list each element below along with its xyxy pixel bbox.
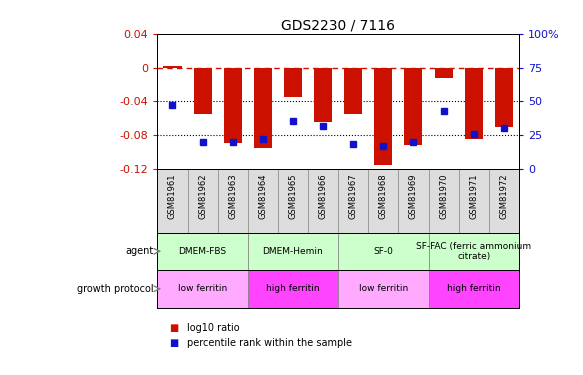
Bar [434, 68, 452, 78]
Text: agent: agent [125, 246, 154, 256]
Text: GSM81962: GSM81962 [198, 173, 207, 219]
Text: growth protocol: growth protocol [77, 284, 154, 294]
Text: GSM81965: GSM81965 [289, 173, 297, 219]
Bar [157, 232, 248, 270]
Text: high ferritin: high ferritin [266, 284, 319, 293]
Bar [194, 68, 212, 114]
Bar [284, 68, 302, 97]
Bar [163, 66, 181, 68]
Bar [495, 68, 513, 126]
Text: GSM81969: GSM81969 [409, 173, 418, 219]
Bar [248, 232, 338, 270]
Text: percentile rank within the sample: percentile rank within the sample [187, 338, 352, 348]
Text: GSM81970: GSM81970 [439, 173, 448, 219]
Bar [157, 270, 248, 308]
Bar [338, 270, 429, 308]
Bar [338, 232, 429, 270]
Bar [405, 68, 423, 145]
Text: GSM81971: GSM81971 [469, 173, 478, 219]
Text: DMEM-FBS: DMEM-FBS [178, 247, 227, 256]
Title: GDS2230 / 7116: GDS2230 / 7116 [281, 19, 395, 33]
Bar [254, 68, 272, 148]
Text: GSM81966: GSM81966 [318, 173, 328, 219]
Text: GSM81972: GSM81972 [499, 173, 508, 219]
Bar [314, 68, 332, 122]
Bar [465, 68, 483, 139]
Bar [344, 68, 362, 114]
Text: SF-FAC (ferric ammonium
citrate): SF-FAC (ferric ammonium citrate) [416, 242, 531, 261]
Text: high ferritin: high ferritin [447, 284, 500, 293]
Text: GSM81967: GSM81967 [349, 173, 358, 219]
Text: low ferritin: low ferritin [359, 284, 408, 293]
Text: low ferritin: low ferritin [178, 284, 227, 293]
Text: GSM81963: GSM81963 [228, 173, 237, 219]
Bar [224, 68, 242, 143]
Bar [429, 270, 519, 308]
Text: GSM81964: GSM81964 [258, 173, 268, 219]
Bar [374, 68, 392, 165]
Text: log10 ratio: log10 ratio [187, 323, 239, 333]
Text: ■: ■ [169, 323, 178, 333]
Text: DMEM-Hemin: DMEM-Hemin [262, 247, 324, 256]
Bar [248, 270, 338, 308]
Text: SF-0: SF-0 [373, 247, 394, 256]
Text: GSM81968: GSM81968 [379, 173, 388, 219]
Bar [429, 232, 519, 270]
Text: GSM81961: GSM81961 [168, 173, 177, 219]
Text: ■: ■ [169, 338, 178, 348]
